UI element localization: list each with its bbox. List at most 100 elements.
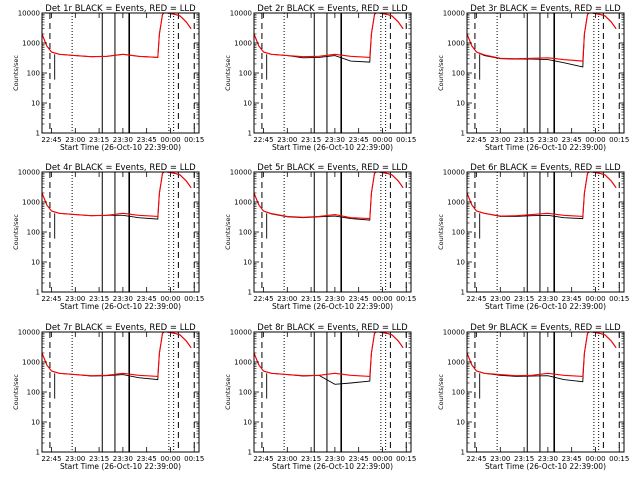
x-tick-label: 23:15	[89, 455, 109, 463]
plot-title: Det 1r BLACK = Events, RED = LLD	[45, 4, 196, 14]
lld-series-line	[466, 12, 617, 62]
x-axis-label: Start Time (26-Oct-10 22:39:00)	[485, 143, 606, 152]
detector-plot: Det 3r BLACK = Events, RED = LLD 1 10 100 10…	[437, 4, 629, 152]
y-tick-label: 1	[461, 130, 465, 138]
plot-frame	[466, 171, 625, 293]
x-tick-label: 23:30	[113, 136, 133, 144]
y-tick-label: 100	[27, 389, 40, 397]
x-axis-label: Start Time (26-Oct-10 22:39:00)	[485, 302, 606, 311]
plot-frame	[253, 12, 412, 134]
y-axis-label: Counts/sec	[224, 55, 232, 91]
y-axis-label: Counts/sec	[437, 55, 445, 91]
y-tick-label: 10	[456, 419, 465, 427]
x-tick-label: 23:15	[301, 295, 321, 303]
y-tick-label: 1000	[22, 40, 40, 48]
y-tick-label: 10	[31, 419, 40, 427]
x-tick-label: 23:00	[277, 136, 297, 144]
plot-title: Det 3r BLACK = Events, RED = LLD	[470, 4, 621, 14]
y-tick-label: 1	[248, 449, 252, 457]
lld-series-line	[466, 331, 617, 377]
y-tick-label: 10000	[230, 329, 252, 337]
x-tick-label: 22:45	[41, 295, 61, 303]
x-axis-label: Start Time (26-Oct-10 22:39:00)	[60, 143, 181, 152]
x-tick-label: 22:45	[466, 295, 486, 303]
x-tick-label: 23:45	[137, 295, 157, 303]
x-tick-label: 00:00	[160, 295, 180, 303]
y-tick-label: 10	[31, 259, 40, 267]
x-tick-label: 23:00	[277, 295, 297, 303]
events-series-line	[41, 331, 192, 381]
x-tick-label: 23:30	[325, 136, 345, 144]
x-tick-label: 00:15	[184, 455, 204, 463]
x-axis-label: Start Time (26-Oct-10 22:39:00)	[272, 462, 393, 471]
y-tick-label: 1000	[22, 359, 40, 367]
plot-frame	[41, 331, 200, 453]
y-tick-label: 10000	[443, 10, 465, 18]
plot-title: Det 2r BLACK = Events, RED = LLD	[257, 4, 408, 14]
detector-plot: Det 2r BLACK = Events, RED = LLD 1 10 100 10…	[224, 4, 416, 152]
x-tick-label: 00:15	[609, 455, 629, 463]
plot-frame	[41, 171, 200, 293]
y-tick-label: 10	[243, 100, 252, 108]
plot-frame	[41, 12, 200, 134]
plot-frame	[253, 331, 412, 453]
x-tick-label: 00:00	[585, 455, 605, 463]
x-tick-label: 00:00	[372, 455, 392, 463]
x-tick-label: 23:45	[349, 455, 369, 463]
plot-frame	[466, 331, 625, 453]
y-axis-label: Counts/sec	[437, 214, 445, 250]
y-axis-label: Counts/sec	[12, 214, 20, 250]
y-tick-label: 1000	[447, 359, 465, 367]
y-tick-label: 100	[452, 70, 465, 78]
x-tick-label: 23:45	[137, 136, 157, 144]
y-tick-label: 10000	[230, 10, 252, 18]
x-tick-label: 00:00	[372, 136, 392, 144]
y-tick-label: 1	[248, 289, 252, 297]
y-tick-label: 100	[239, 389, 252, 397]
x-tick-label: 23:00	[490, 455, 510, 463]
x-tick-label: 23:45	[137, 455, 157, 463]
x-tick-label: 23:30	[538, 455, 558, 463]
detector-plot: Det 1r BLACK = Events, RED = LLD 1 10 100 10…	[12, 4, 204, 152]
x-tick-label: 00:15	[184, 295, 204, 303]
x-axis-label: Start Time (26-Oct-10 22:39:00)	[60, 462, 181, 471]
y-tick-label: 1000	[234, 199, 252, 207]
y-tick-label: 10000	[443, 329, 465, 337]
x-axis-label: Start Time (26-Oct-10 22:39:00)	[272, 143, 393, 152]
detector-plot: Det 9r BLACK = Events, RED = LLD 1 10 100 10…	[437, 323, 629, 471]
plot-title: Det 6r BLACK = Events, RED = LLD	[470, 163, 621, 173]
y-tick-label: 10000	[18, 169, 40, 177]
lld-series-line	[41, 331, 192, 377]
x-tick-label: 22:45	[41, 136, 61, 144]
y-axis-label: Counts/sec	[224, 214, 232, 250]
x-tick-label: 23:00	[65, 455, 85, 463]
lld-series-line	[253, 331, 404, 377]
detector-plot: Det 4r BLACK = Events, RED = LLD 1 10 100 10…	[12, 163, 204, 311]
x-tick-label: 00:15	[609, 295, 629, 303]
y-tick-label: 10	[31, 100, 40, 108]
x-tick-label: 00:15	[184, 136, 204, 144]
x-tick-label: 23:45	[562, 136, 582, 144]
y-tick-label: 100	[27, 70, 40, 78]
x-tick-label: 23:15	[89, 136, 109, 144]
x-tick-label: 23:30	[325, 455, 345, 463]
y-tick-label: 100	[239, 70, 252, 78]
x-tick-label: 23:30	[325, 295, 345, 303]
x-tick-label: 23:15	[301, 455, 321, 463]
x-tick-label: 23:30	[538, 295, 558, 303]
detector-plot: Det 6r BLACK = Events, RED = LLD 1 10 100 10…	[437, 163, 629, 311]
y-tick-label: 1000	[234, 40, 252, 48]
y-tick-label: 10000	[18, 329, 40, 337]
plot-title: Det 5r BLACK = Events, RED = LLD	[257, 163, 408, 173]
events-series-line	[253, 331, 404, 385]
x-tick-label: 22:45	[253, 295, 273, 303]
x-tick-label: 23:15	[514, 136, 534, 144]
x-axis-label: Start Time (26-Oct-10 22:39:00)	[60, 302, 181, 311]
x-tick-label: 22:45	[466, 455, 486, 463]
detector-plot: Det 7r BLACK = Events, RED = LLD 1 10 100 10…	[12, 323, 204, 471]
y-tick-label: 1000	[22, 199, 40, 207]
lld-series-line	[466, 171, 617, 217]
x-tick-label: 23:15	[514, 295, 534, 303]
x-tick-label: 00:00	[160, 455, 180, 463]
